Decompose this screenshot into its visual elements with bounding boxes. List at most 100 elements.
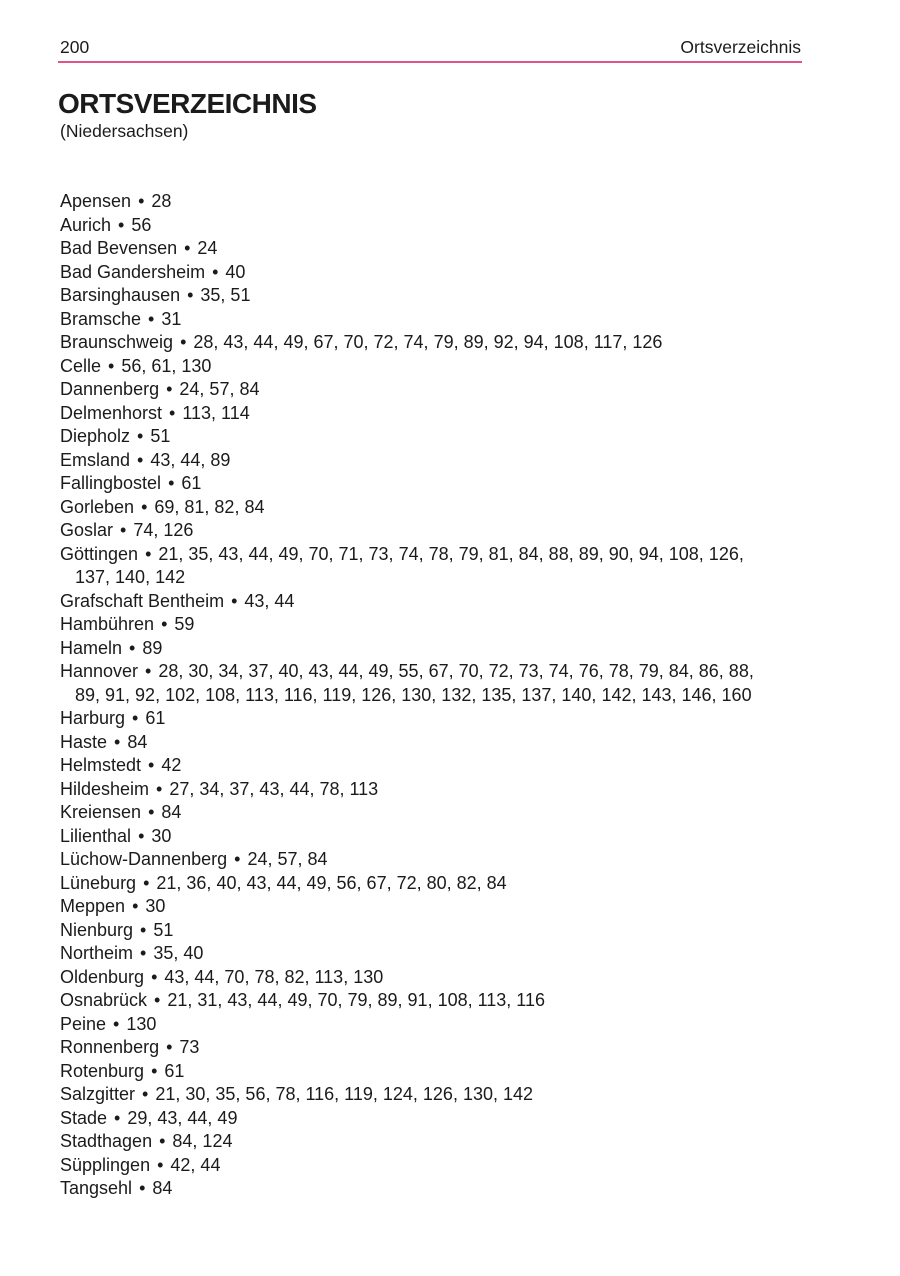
page-numbers: 21, 36, 40, 43, 44, 49, 56, 67, 72, 80, … — [156, 872, 507, 893]
bullet-separator: • — [137, 426, 144, 446]
bullet-separator: • — [129, 637, 136, 658]
index-entry: Gorleben • 69, 81, 82, 84 — [60, 496, 772, 520]
place-name: Lüchow-Dannenberg — [60, 849, 228, 869]
index-entry: Salzgitter • 21, 30, 35, 56, 78, 116, 119,… — [60, 1083, 772, 1107]
page-numbers: 27, 34, 37, 43, 44, 78, 113 — [169, 778, 379, 799]
bullet-separator: • — [148, 308, 155, 329]
place-name: Bad Bevensen — [60, 238, 178, 258]
page-numbers: 43, 44 — [244, 590, 295, 611]
bullet-separator: • — [231, 590, 238, 611]
index-entry: Osnabrück • 21, 31, 43, 44, 49, 70, 79, 89… — [60, 989, 772, 1013]
bullet-separator: • — [168, 473, 175, 493]
place-name: Bramsche — [60, 308, 142, 329]
place-name: Helmstedt — [60, 755, 142, 775]
bullet-separator: • — [169, 402, 176, 423]
index-entry: Süpplingen • 42, 44 — [60, 1154, 772, 1178]
place-name: Hannover — [60, 661, 139, 681]
index-entry: Bad Bevensen • 24 — [60, 237, 772, 261]
place-name: Gorleben — [60, 496, 135, 517]
page-numbers: 69, 81, 82, 84 — [154, 496, 265, 517]
bullet-separator: • — [114, 731, 121, 752]
index-entry: Northeim • 35, 40 — [60, 942, 772, 966]
page-numbers: 21, 31, 43, 44, 49, 70, 79, 89, 91, 108,… — [167, 990, 545, 1010]
page-numbers: 74, 126 — [133, 520, 194, 540]
page-numbers: 30 — [151, 825, 172, 846]
place-name: Rotenburg — [60, 1060, 145, 1081]
place-name: Göttingen — [60, 543, 139, 564]
page-numbers: 28 — [151, 191, 172, 211]
index-entry: Grafschaft Bentheim • 43, 44 — [60, 590, 772, 614]
page-subtitle: (Niedersachsen) — [60, 121, 189, 141]
bullet-separator: • — [148, 802, 155, 822]
page-numbers: 61 — [164, 1060, 185, 1081]
bullet-separator: • — [132, 708, 139, 728]
index-entry: Bramsche • 31 — [60, 308, 772, 332]
place-name: Tangsehl — [60, 1178, 133, 1198]
place-name: Stadthagen — [60, 1131, 153, 1151]
bullet-separator: • — [145, 543, 152, 564]
page-number: 200 — [60, 37, 90, 57]
bullet-separator: • — [159, 1131, 166, 1151]
index-entry: Apensen • 28 — [60, 190, 772, 214]
bullet-separator: • — [212, 261, 219, 282]
bullet-separator: • — [138, 825, 145, 846]
place-name: Fallingbostel — [60, 473, 162, 493]
bullet-separator: • — [118, 214, 125, 235]
bullet-separator: • — [187, 285, 194, 305]
index-entry: Meppen • 30 — [60, 895, 772, 919]
bullet-separator: • — [139, 1178, 146, 1198]
bullet-separator: • — [113, 1013, 120, 1034]
page-numbers: 113, 114 — [182, 402, 250, 423]
place-name: Osnabrück — [60, 990, 148, 1010]
place-name: Peine — [60, 1013, 107, 1034]
page-numbers: 56, 61, 130 — [121, 355, 212, 376]
index-entry: Stadthagen • 84, 124 — [60, 1130, 772, 1154]
index-entry: Helmstedt • 42 — [60, 754, 772, 778]
index-entry: Rotenburg • 61 — [60, 1060, 772, 1084]
index-entry: Aurich • 56 — [60, 214, 772, 238]
place-name: Diepholz — [60, 426, 131, 446]
page-numbers: 84 — [161, 802, 182, 822]
index-entry: Haste • 84 — [60, 731, 772, 755]
index-entry: Göttingen • 21, 35, 43, 44, 49, 70, 71, 73… — [60, 543, 772, 590]
place-name: Bad Gandersheim — [60, 261, 206, 282]
bullet-separator: • — [156, 778, 163, 799]
page-numbers: 89 — [142, 637, 163, 658]
bullet-separator: • — [166, 379, 173, 399]
header-rule — [58, 61, 802, 63]
place-name: Braunschweig — [60, 332, 174, 352]
page-numbers: 42, 44 — [170, 1154, 221, 1175]
bullet-separator: • — [142, 1084, 149, 1104]
place-name: Delmenhorst — [60, 402, 163, 423]
place-name: Hambühren — [60, 614, 155, 634]
bullet-separator: • — [166, 1037, 173, 1057]
bullet-separator: • — [154, 990, 161, 1010]
bullet-separator: • — [108, 355, 115, 376]
index-entry: Barsinghausen • 35, 51 — [60, 284, 772, 308]
index-entry: Harburg • 61 — [60, 707, 772, 731]
index-entry: Lüchow-Dannenberg • 24, 57, 84 — [60, 848, 772, 872]
index-entry: Emsland • 43, 44, 89 — [60, 449, 772, 473]
page-numbers: 21, 35, 43, 44, 49, 70, 71, 73, 74, 78, … — [75, 543, 744, 588]
place-name: Ronnenberg — [60, 1037, 160, 1057]
running-header-title: Ortsverzeichnis — [680, 37, 801, 57]
bullet-separator: • — [161, 614, 168, 634]
bullet-separator: • — [114, 1107, 121, 1128]
index-entry: Diepholz • 51 — [60, 425, 772, 449]
page-numbers: 51 — [150, 426, 171, 446]
bullet-separator: • — [120, 520, 127, 540]
index-entry: Nienburg • 51 — [60, 919, 772, 943]
bullet-separator: • — [138, 191, 145, 211]
place-name: Süpplingen — [60, 1154, 151, 1175]
page-numbers: 24 — [197, 238, 218, 258]
place-name: Meppen — [60, 896, 126, 916]
place-name: Goslar — [60, 520, 114, 540]
place-name: Dannenberg — [60, 379, 160, 399]
bullet-separator: • — [157, 1154, 164, 1175]
index-entry: Hameln • 89 — [60, 637, 772, 661]
page-numbers: 24, 57, 84 — [179, 379, 260, 399]
page-numbers: 28, 43, 44, 49, 67, 70, 72, 74, 79, 89, … — [193, 332, 663, 352]
page-title: ORTSVERZEICHNIS — [58, 88, 317, 119]
place-name: Lüneburg — [60, 872, 137, 893]
place-name: Harburg — [60, 708, 126, 728]
